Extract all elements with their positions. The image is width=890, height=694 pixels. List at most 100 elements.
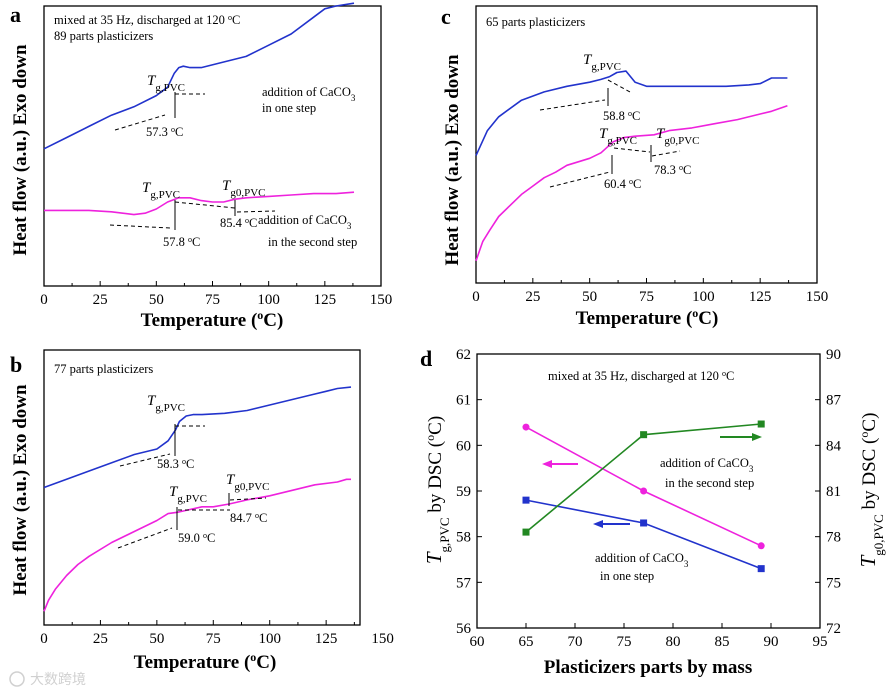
watermark-logo-icon (9, 671, 25, 687)
panel-b-x-tick-label: 100 (258, 631, 281, 647)
panel-b-frame (43, 349, 361, 626)
panel-d-legend-second-2: in the second step (665, 476, 754, 490)
panel-a-x-ticks: 0 25 50 75 100 125 150 (40, 281, 392, 308)
panel-b-guides (117, 424, 267, 549)
panel-d-title: mixed at 35 Hz, discharged at 120 oC (548, 369, 734, 384)
panel-d-axes: 60 65 70 75 80 85 90 95 56 57 58 59 60 61 62 72 75 78 81 84… (456, 347, 842, 650)
panel-d-x-tick-label: 95 (813, 634, 828, 650)
panel-a: a 0 25 50 75 100 125 150 Temperature (oC) Heat… (10, 2, 392, 331)
panel-b-x-tick-label: 75 (206, 631, 221, 647)
panel-d-y-right-tick-label: 87 (826, 393, 842, 409)
panel-c-curves (475, 70, 788, 262)
panel-c-series-second-step (475, 104, 788, 262)
panel-d-y-right-tick-label: 72 (826, 621, 841, 637)
panel-d-ylabel-left: Tg,PVC by DSC (oC) (422, 416, 452, 564)
panel-d-arrows (542, 433, 762, 528)
panel-b-curves (43, 386, 352, 612)
panel-b-x-tick-label: 25 (93, 631, 108, 647)
panel-a-legend-one-2: in one step (262, 101, 316, 115)
panel-a-tg-value-2: 57.8 oC (163, 235, 200, 250)
panel-c-tg-label-2: Tg,PVC (599, 126, 637, 147)
panel-a-legend-one: addition of CaCO3 (262, 85, 356, 103)
panel-d-x-tick-label: 70 (568, 634, 583, 650)
watermark: 大数跨境 (9, 671, 86, 688)
panel-b-x-tick-label: 150 (371, 631, 394, 647)
panel-c-x-tick-label: 50 (582, 289, 597, 305)
panel-d-label: d (420, 346, 432, 371)
panel-b-tg-value-1: 58.3 oC (157, 457, 194, 472)
panel-c-tg0-label: Tg0,PVC (656, 126, 700, 147)
panel-a-x-tick-label: 0 (40, 292, 48, 308)
panel-d-y-left-tick-label: 56 (456, 621, 472, 637)
panel-c-x-tick-label: 100 (692, 289, 715, 305)
panel-a-series-one-step (43, 2, 355, 150)
panel-a-x-tick-label: 125 (314, 292, 337, 308)
panel-d-point (757, 565, 765, 573)
panel-d-legend-one-2: in one step (600, 569, 654, 583)
panel-a-x-tick-label: 75 (205, 292, 220, 308)
panel-d-point (757, 542, 765, 550)
panel-b-tg-value-2: 59.0 oC (178, 531, 215, 546)
panel-b-note: 77 parts plasticizers (54, 362, 153, 376)
panel-a-series-second-step (44, 191, 355, 216)
panel-b-ylabel: Heat flow (a.u.) Exo down (10, 384, 31, 596)
panel-c-tg-value-2: 60.4 oC (604, 177, 641, 192)
panel-b-x-tick-label: 0 (40, 631, 48, 647)
watermark-text: 大数跨境 (30, 672, 86, 688)
panel-d-point (522, 423, 530, 431)
panel-b-tg-label-1: Tg,PVC (147, 393, 185, 414)
panel-b-series-one-step (43, 386, 352, 489)
panel-a-x-tick-label: 50 (149, 292, 164, 308)
panel-c-x-tick-label: 25 (525, 289, 540, 305)
panel-d-series (522, 420, 765, 573)
panel-c-ylabel: Heat flow (a.u.) Exo down (442, 54, 463, 266)
panel-d-point (640, 519, 648, 527)
panel-b-x-ticks: 0 25 50 75 100 125 150 (40, 620, 394, 647)
panel-a-x-tick-label: 100 (257, 292, 280, 308)
panel-d-legend-second: addition of CaCO3 (660, 456, 754, 474)
panel-a-legend-second-2: in the second step (268, 235, 357, 249)
panel-c-x-tick-label: 75 (639, 289, 654, 305)
panel-d-ylabel-right: Tg0,PVC by DSC (oC) (856, 413, 886, 568)
panel-a-xlabel: Temperature (oC) (141, 308, 284, 331)
panel-d-xlabel: Plasticizers parts by mass (544, 657, 752, 678)
panel-c-tg0-value: 78.3 oC (654, 163, 691, 178)
panel-a-ylabel: Heat flow (a.u.) Exo down (10, 44, 31, 256)
panel-d-x-tick-label: 65 (519, 634, 534, 650)
panel-b-tg-label-2: Tg,PVC (169, 484, 207, 505)
panel-c-x-tick-label: 150 (806, 289, 829, 305)
panel-d: d 60 65 70 75 80 85 90 95 56 57 58 59 60 61 62 72 75 78 81… (420, 346, 886, 678)
panel-b-xlabel: Temperature (oC) (134, 650, 277, 673)
panel-c-tg-label-1: Tg,PVC (583, 52, 621, 73)
panel-b-label: b (10, 352, 22, 377)
panel-d-y-left-tick-label: 58 (456, 530, 471, 546)
panel-d-y-left-tick-label: 61 (456, 393, 471, 409)
panel-c-tg-value-1: 58.8 oC (603, 109, 640, 124)
panel-a-label: a (10, 2, 21, 27)
panel-a-curves (43, 2, 355, 216)
panel-d-y-left-tick-label: 60 (456, 438, 471, 454)
panel-d-x-tick-label: 75 (617, 634, 632, 650)
panel-c-x-tick-label: 0 (472, 289, 480, 305)
panel-d-x-tick-label: 90 (764, 634, 779, 650)
panel-b-series-second-step (43, 478, 351, 612)
panel-c-label: c (441, 4, 451, 29)
panel-d-y-right-tick-label: 75 (826, 575, 841, 591)
panel-a-tg-label-1: Tg,PVC (147, 73, 185, 94)
panel-a-x-tick-label: 25 (93, 292, 108, 308)
panel-a-x-tick-label: 150 (370, 292, 393, 308)
panel-a-tg-value-1: 57.3 oC (146, 125, 183, 140)
panel-d-legend-one: addition of CaCO3 (595, 551, 689, 569)
panel-a-tg0-label: Tg0,PVC (222, 178, 266, 199)
panel-d-y-left-tick-label: 59 (456, 484, 471, 500)
panel-c-frame (475, 5, 818, 284)
panel-b-x-tick-label: 50 (149, 631, 164, 647)
panel-c-series-one-step (475, 70, 788, 156)
panel-c-guides (539, 79, 681, 188)
panel-a-legend-second: addition of CaCO3 (258, 213, 352, 231)
panel-a-guides (109, 92, 276, 230)
panel-d-x-tick-label: 80 (666, 634, 681, 650)
panel-d-frame (476, 353, 821, 629)
panel-a-note-1: mixed at 35 Hz, discharged at 120 oC (54, 13, 240, 28)
